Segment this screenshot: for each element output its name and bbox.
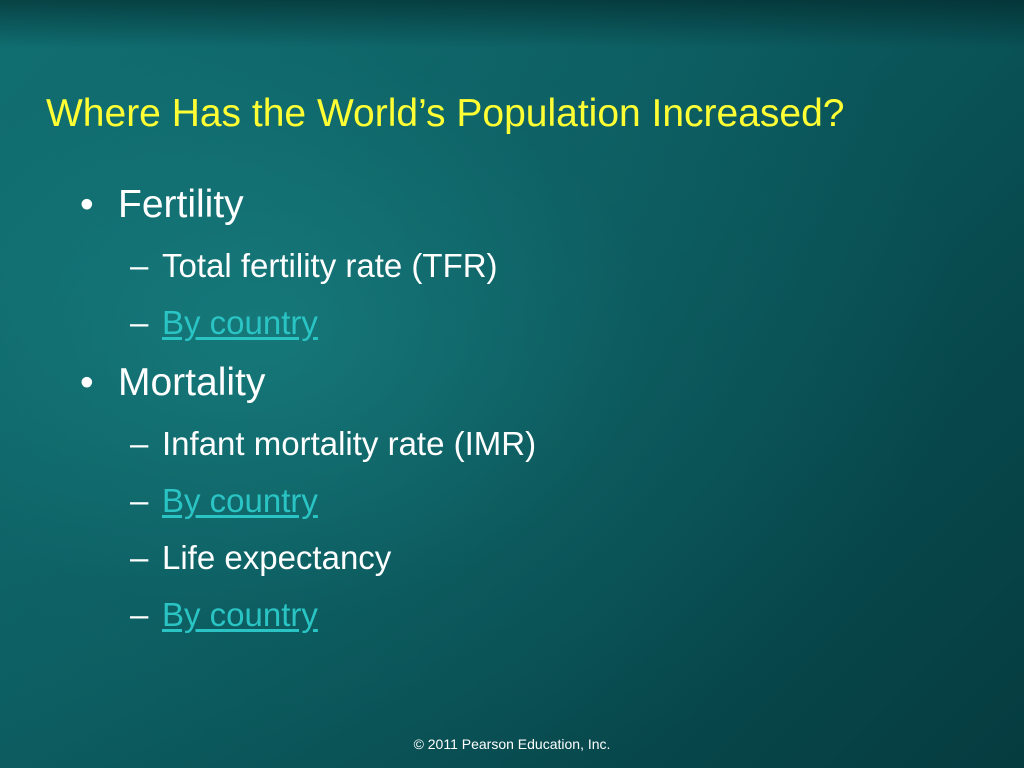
bullet-label: Mortality: [118, 361, 266, 404]
subitem-life-expectancy-by-country: – By country: [130, 596, 318, 633]
dash-icon: –: [130, 596, 149, 633]
subitem-text: Infant mortality rate (IMR): [162, 425, 537, 462]
bullet-mortality: • Mortality: [80, 361, 266, 405]
dash-icon: –: [130, 304, 149, 341]
subitem-text: Life expectancy: [162, 539, 392, 576]
bullet-dot-icon: •: [80, 361, 94, 404]
dash-icon: –: [130, 482, 149, 519]
slide-title: Where Has the World’s Population Increas…: [46, 92, 845, 135]
top-shadow-band: [0, 0, 1024, 48]
bullet-dot-icon: •: [80, 183, 94, 226]
subitem-text: Total fertility rate (TFR): [162, 247, 498, 284]
bullet-fertility: • Fertility: [80, 183, 244, 227]
subitem-life-expectancy: – Life expectancy: [130, 539, 392, 576]
by-country-link[interactable]: By country: [162, 482, 318, 519]
subitem-tfr: – Total fertility rate (TFR): [130, 247, 498, 284]
subitem-imr: – Infant mortality rate (IMR): [130, 425, 537, 462]
bullet-label: Fertility: [118, 183, 244, 226]
dash-icon: –: [130, 425, 149, 462]
subitem-imr-by-country: – By country: [130, 482, 318, 519]
by-country-link[interactable]: By country: [162, 596, 318, 633]
subitem-fertility-by-country: – By country: [130, 304, 318, 341]
dash-icon: –: [130, 539, 149, 576]
by-country-link[interactable]: By country: [162, 304, 318, 341]
copyright-footer: © 2011 Pearson Education, Inc.: [413, 736, 611, 752]
dash-icon: –: [130, 247, 149, 284]
